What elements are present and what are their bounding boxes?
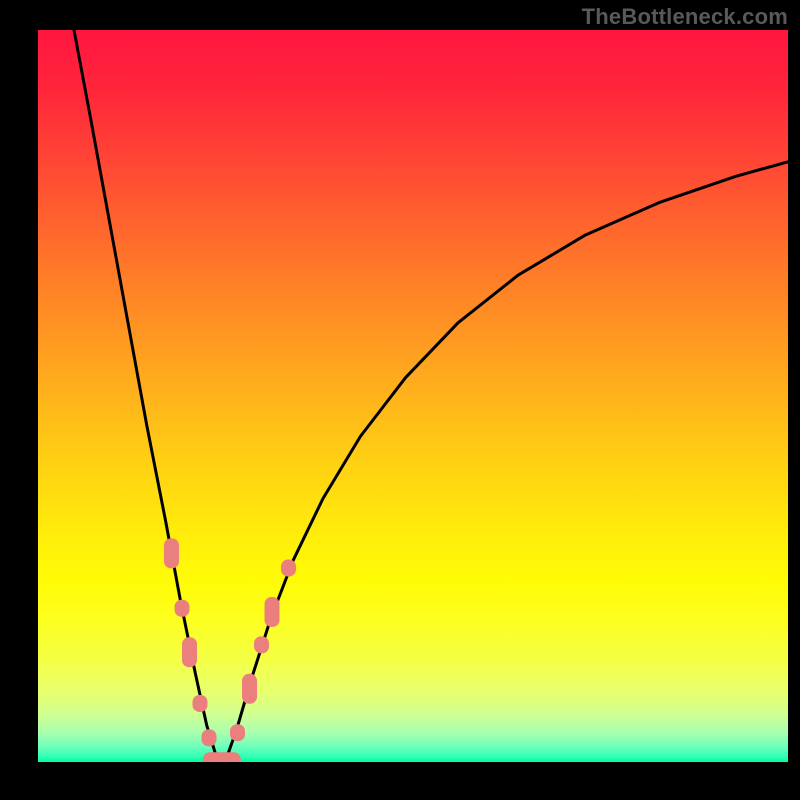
curve-line [74, 30, 788, 762]
data-marker [202, 729, 217, 746]
data-marker [193, 695, 208, 712]
data-marker [203, 752, 241, 762]
data-marker [164, 538, 179, 568]
data-marker [254, 636, 269, 653]
data-markers [164, 538, 296, 762]
data-marker [265, 597, 280, 627]
data-marker [230, 724, 245, 741]
chart-overlay [38, 30, 788, 762]
chart-frame: TheBottleneck.com [0, 0, 800, 800]
data-marker [281, 560, 296, 577]
data-marker [175, 600, 190, 617]
watermark-text: TheBottleneck.com [582, 4, 788, 30]
data-marker [242, 674, 257, 704]
plot-area [38, 30, 788, 762]
data-marker [182, 637, 197, 667]
